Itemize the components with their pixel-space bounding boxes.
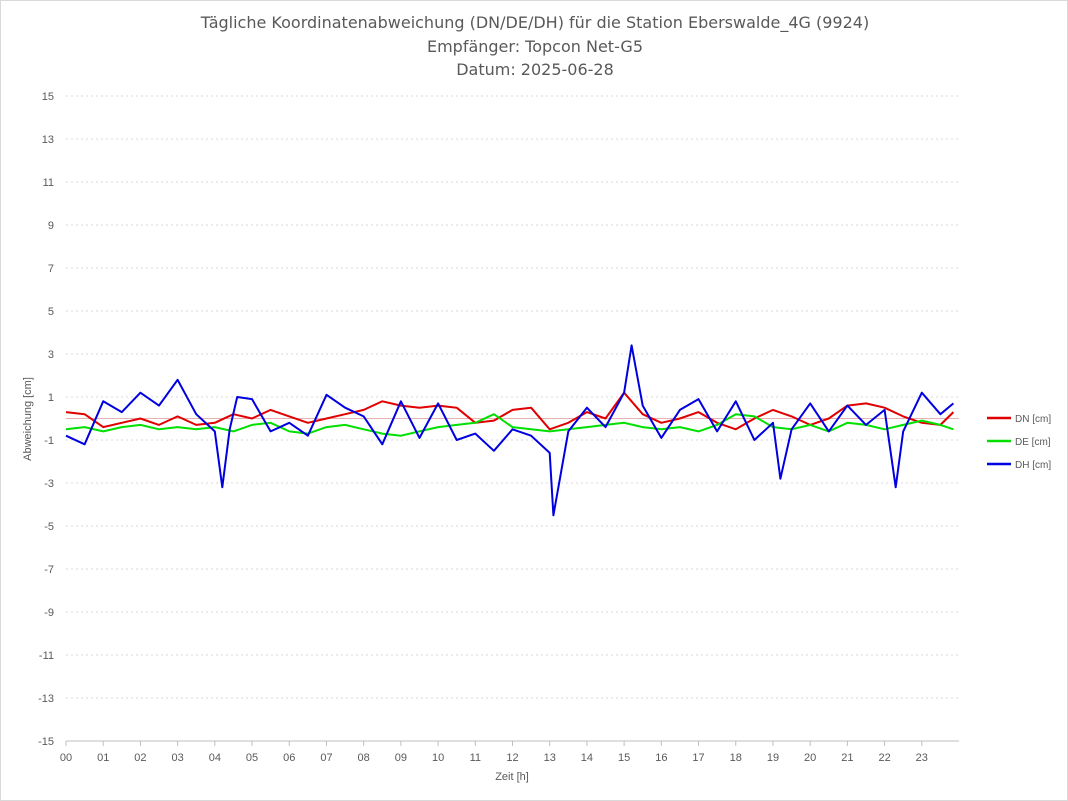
series-line-dh (65, 344, 955, 517)
y-axis-label: Abweichung [cm] (22, 377, 34, 461)
x-tick-labels: 00 01 02 03 04 05 06 07 08 09 10 11 12 13 14 15 16 17 18 19… (60, 741, 928, 764)
x-tick-label: 06 (283, 752, 295, 764)
x-tick-label: 23 (916, 752, 928, 764)
x-tick-label: 04 (209, 752, 221, 764)
series-line-de (65, 413, 954, 437)
x-tick-label: 11 (470, 752, 481, 764)
y-tick-label: 7 (48, 263, 54, 275)
x-tick-label: 22 (878, 752, 890, 764)
x-tick-label: 07 (320, 752, 332, 764)
x-tick-label: 20 (804, 752, 816, 764)
y-tick-label: -5 (44, 521, 54, 533)
x-tick-label: 18 (730, 752, 742, 764)
x-axis-label: Zeit [h] (495, 771, 529, 783)
chart-subtitle-date: Datum: 2025-06-28 (456, 60, 614, 79)
x-tick-label: 13 (544, 752, 556, 764)
series-lines (65, 344, 955, 517)
y-tick-label: 13 (42, 134, 54, 146)
x-tick-label: 09 (395, 752, 407, 764)
series-line-dn (65, 391, 955, 431)
x-tick-label: 21 (841, 752, 853, 764)
legend-label: DH [cm] (1015, 460, 1051, 471)
y-tick-label: 5 (48, 306, 54, 318)
x-tick-label: 14 (581, 752, 593, 764)
y-tick-label: -13 (38, 693, 54, 705)
x-tick-label: 00 (60, 752, 72, 764)
y-tick-label: -3 (44, 478, 54, 490)
y-tick-labels: 15 13 11 9 7 5 3 1 -1 -3 -5 -7 -9 -11 -13 -15 (38, 91, 54, 748)
x-tick-label: 10 (432, 752, 444, 764)
y-tick-label: 11 (43, 177, 54, 189)
x-tick-label: 01 (97, 752, 109, 764)
chart-subtitle-receiver: Empfänger: Topcon Net-G5 (426, 37, 644, 56)
x-tick-label: 02 (134, 752, 146, 764)
x-tick-label: 05 (246, 752, 258, 764)
legend-label: DE [cm] (1015, 437, 1051, 448)
y-tick-label: -9 (44, 607, 54, 619)
y-tick-label: 9 (48, 220, 54, 232)
y-tick-label: -7 (44, 564, 54, 576)
x-tick-label: 16 (655, 752, 667, 764)
x-tick-label: 17 (692, 752, 704, 764)
x-tick-label: 03 (172, 752, 184, 764)
y-tick-label: -1 (44, 435, 54, 447)
y-tick-label: -11 (39, 650, 54, 662)
y-tick-label: -15 (38, 736, 54, 748)
chart-title: Tägliche Koordinatenabweichung (DN/DE/DH… (200, 13, 870, 32)
y-tick-label: 1 (48, 392, 54, 404)
y-tick-label: 15 (42, 91, 54, 103)
legend-label: DN [cm] (1015, 414, 1051, 425)
x-tick-label: 19 (767, 752, 779, 764)
x-tick-label: 08 (358, 752, 370, 764)
legend: DN [cm] DE [cm] DH [cm] (987, 414, 1051, 471)
x-tick-label: 15 (618, 752, 630, 764)
y-tick-label: 3 (48, 349, 54, 361)
x-tick-label: 12 (506, 752, 518, 764)
